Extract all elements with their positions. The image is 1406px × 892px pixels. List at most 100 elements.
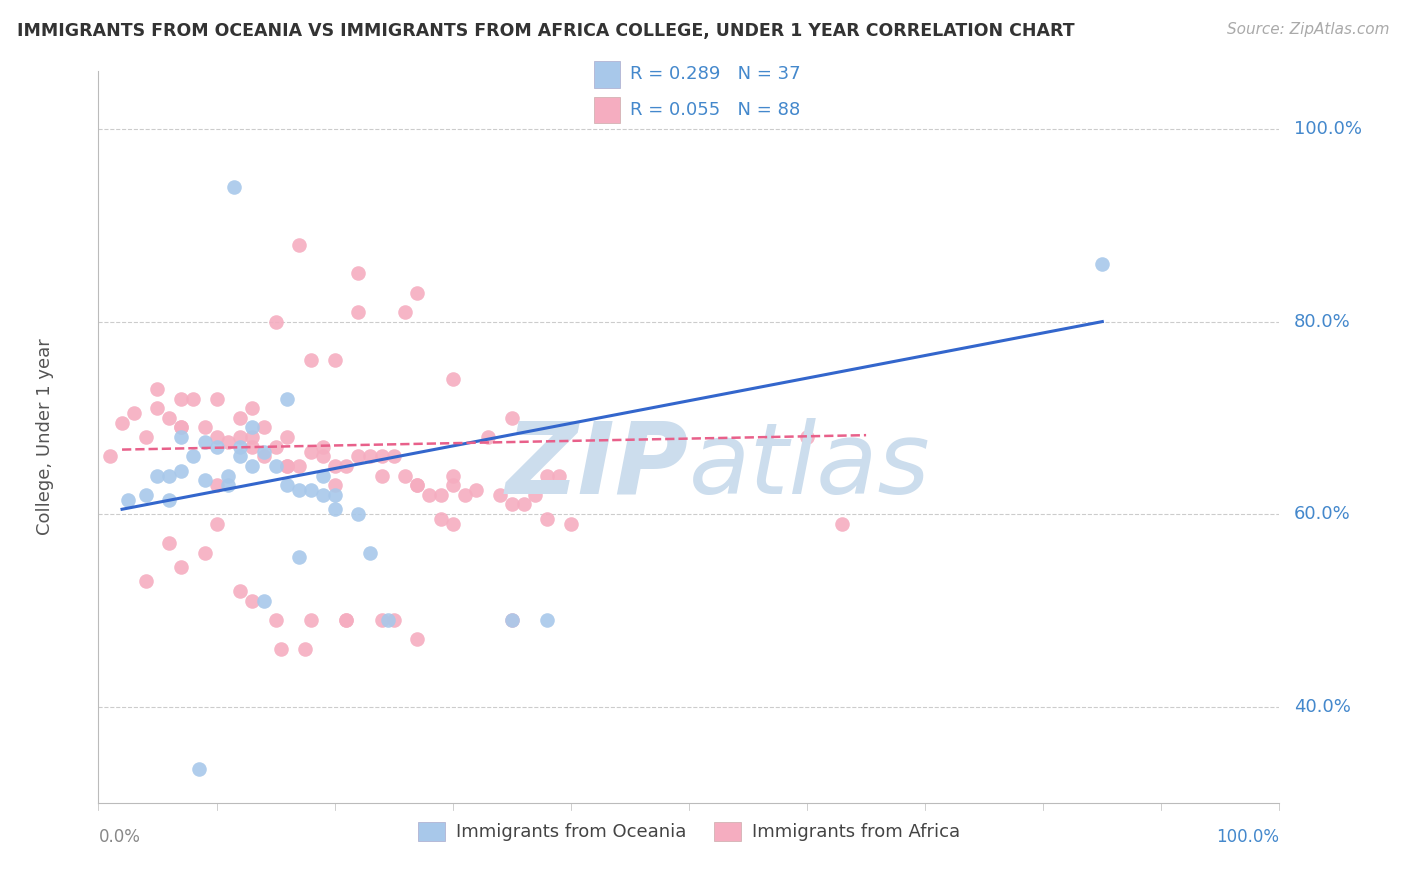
Point bbox=[406, 285, 429, 300]
Point bbox=[229, 440, 252, 454]
Text: R = 0.055   N = 88: R = 0.055 N = 88 bbox=[630, 101, 800, 119]
Text: 60.0%: 60.0% bbox=[1294, 505, 1350, 523]
Point bbox=[146, 468, 169, 483]
Point bbox=[157, 410, 180, 425]
Point bbox=[194, 434, 217, 449]
Point bbox=[323, 488, 346, 502]
Point bbox=[288, 483, 311, 497]
Point bbox=[205, 516, 228, 531]
Point bbox=[122, 406, 145, 420]
Text: atlas: atlas bbox=[689, 417, 931, 515]
Bar bbox=[593, 62, 620, 87]
Point bbox=[347, 450, 370, 464]
Bar bbox=[593, 97, 620, 123]
Point bbox=[406, 632, 429, 647]
Point bbox=[135, 574, 157, 589]
Point bbox=[240, 430, 263, 444]
Point bbox=[264, 613, 287, 627]
Point bbox=[135, 488, 157, 502]
Point bbox=[501, 613, 523, 627]
Point bbox=[796, 430, 818, 444]
Point bbox=[276, 478, 298, 492]
Point bbox=[253, 420, 276, 434]
Point bbox=[371, 468, 394, 483]
Point bbox=[477, 430, 499, 444]
Point bbox=[270, 641, 292, 656]
Point bbox=[205, 392, 228, 406]
Text: 100.0%: 100.0% bbox=[1294, 120, 1361, 138]
Point bbox=[264, 440, 287, 454]
Point bbox=[377, 613, 399, 627]
Text: ZIP: ZIP bbox=[506, 417, 689, 515]
Point bbox=[276, 430, 298, 444]
Point bbox=[205, 478, 228, 492]
Point bbox=[465, 483, 488, 497]
Point bbox=[394, 468, 416, 483]
Text: R = 0.289   N = 37: R = 0.289 N = 37 bbox=[630, 65, 801, 84]
Point bbox=[548, 468, 571, 483]
Point bbox=[157, 468, 180, 483]
Point bbox=[253, 450, 276, 464]
Point bbox=[229, 584, 252, 599]
Point bbox=[536, 468, 558, 483]
Point bbox=[501, 613, 523, 627]
Point bbox=[117, 492, 139, 507]
Point bbox=[217, 468, 239, 483]
Point bbox=[205, 440, 228, 454]
Point bbox=[371, 450, 394, 464]
Point bbox=[359, 450, 381, 464]
Text: Source: ZipAtlas.com: Source: ZipAtlas.com bbox=[1226, 22, 1389, 37]
Point bbox=[224, 179, 246, 194]
Point bbox=[240, 458, 263, 473]
Point bbox=[194, 545, 217, 559]
Point bbox=[323, 502, 346, 516]
Point bbox=[831, 516, 853, 531]
Point bbox=[98, 450, 121, 464]
Text: 100.0%: 100.0% bbox=[1216, 829, 1279, 847]
Point bbox=[394, 305, 416, 319]
Point bbox=[187, 762, 209, 776]
Point bbox=[536, 512, 558, 526]
Point bbox=[181, 450, 204, 464]
Point bbox=[294, 641, 316, 656]
Point bbox=[299, 444, 322, 458]
Point bbox=[264, 315, 287, 329]
Point bbox=[489, 488, 512, 502]
Point bbox=[441, 478, 464, 492]
Point bbox=[323, 353, 346, 368]
Point bbox=[170, 420, 193, 434]
Point bbox=[194, 420, 217, 434]
Point bbox=[347, 305, 370, 319]
Point bbox=[312, 440, 335, 454]
Point bbox=[299, 353, 322, 368]
Point bbox=[229, 430, 252, 444]
Point bbox=[335, 613, 357, 627]
Text: 0.0%: 0.0% bbox=[98, 829, 141, 847]
Point bbox=[253, 593, 276, 607]
Point bbox=[1091, 257, 1114, 271]
Text: IMMIGRANTS FROM OCEANIA VS IMMIGRANTS FROM AFRICA COLLEGE, UNDER 1 YEAR CORRELAT: IMMIGRANTS FROM OCEANIA VS IMMIGRANTS FR… bbox=[17, 22, 1074, 40]
Point bbox=[240, 593, 263, 607]
Point bbox=[253, 444, 276, 458]
Point bbox=[276, 458, 298, 473]
Point bbox=[194, 474, 217, 488]
Point bbox=[347, 507, 370, 521]
Point bbox=[512, 498, 534, 512]
Point bbox=[335, 613, 357, 627]
Point bbox=[406, 478, 429, 492]
Point bbox=[453, 488, 475, 502]
Point bbox=[170, 464, 193, 478]
Point bbox=[312, 468, 335, 483]
Point bbox=[264, 458, 287, 473]
Point bbox=[536, 613, 558, 627]
Point bbox=[441, 468, 464, 483]
Point bbox=[441, 516, 464, 531]
Point bbox=[430, 488, 453, 502]
Point bbox=[181, 392, 204, 406]
Point bbox=[205, 430, 228, 444]
Point bbox=[146, 382, 169, 396]
Point bbox=[323, 458, 346, 473]
Point bbox=[371, 613, 394, 627]
Point bbox=[382, 450, 405, 464]
Point bbox=[240, 420, 263, 434]
